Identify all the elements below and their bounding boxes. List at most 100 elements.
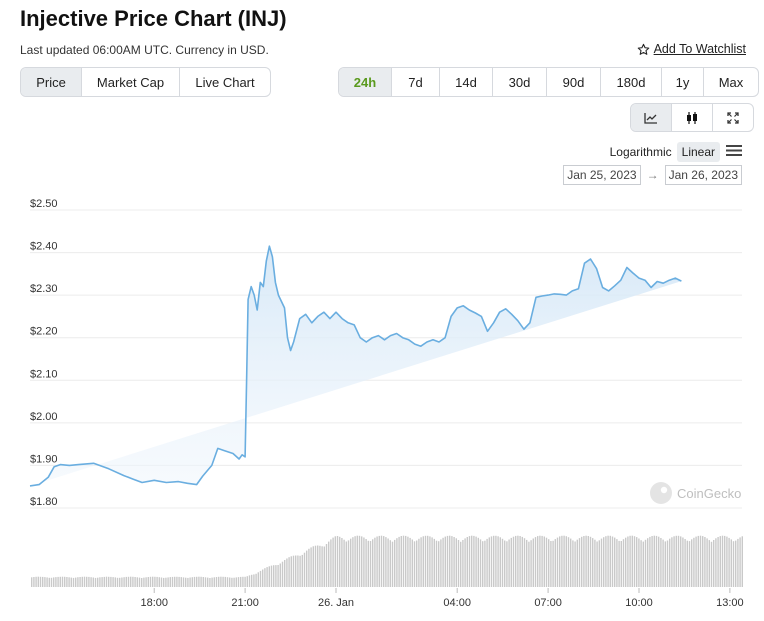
volume-bar xyxy=(682,537,684,587)
volume-bar xyxy=(347,540,350,587)
volume-bar xyxy=(521,536,523,587)
data-point xyxy=(358,336,362,340)
candlestick-view-button[interactable] xyxy=(671,104,712,131)
range-90d[interactable]: 90d xyxy=(546,68,600,96)
range-14d[interactable]: 14d xyxy=(439,68,492,96)
volume-bar xyxy=(99,577,101,587)
line-view-button[interactable] xyxy=(631,104,671,131)
price-chart[interactable]: $2.50 $2.40 $2.30 $2.20 $2.10 $2.00 $1.90 $1.80… xyxy=(0,195,764,621)
volume-bar xyxy=(398,536,400,587)
volume-bar xyxy=(534,537,537,587)
data-point xyxy=(589,257,593,261)
volume-bar xyxy=(420,537,422,587)
y-tick-label: $1.80 xyxy=(30,496,58,508)
volume-bar xyxy=(365,539,367,587)
add-to-watchlist-link[interactable]: Add To Watchlist xyxy=(637,42,746,56)
x-tick-label: 13:00 xyxy=(716,597,744,609)
data-point xyxy=(692,195,696,197)
volume-bar xyxy=(739,537,741,587)
volume-bar xyxy=(116,577,119,587)
data-point xyxy=(425,340,429,344)
tab-market-cap[interactable]: Market Cap xyxy=(81,68,179,96)
volume-bar xyxy=(83,576,86,587)
volume-bar xyxy=(411,539,413,587)
page-title: Injective Price Chart (INJ) xyxy=(20,6,287,31)
volume-bar xyxy=(563,535,565,587)
volume-bar xyxy=(427,535,429,587)
volume-bar xyxy=(517,535,519,587)
data-point xyxy=(131,477,135,481)
fullscreen-button[interactable] xyxy=(712,104,753,131)
range-30d[interactable]: 30d xyxy=(492,68,546,96)
volume-bar xyxy=(486,538,488,587)
y-tick-label: $2.30 xyxy=(30,283,58,295)
volume-bar xyxy=(493,535,495,587)
volume-bar xyxy=(605,536,607,587)
volume-bar xyxy=(530,540,532,587)
volume-bar xyxy=(708,540,710,587)
chart-menu-button[interactable] xyxy=(726,144,742,160)
volume-bar xyxy=(570,538,572,587)
volume-bar xyxy=(334,536,336,587)
volume-bar xyxy=(523,538,526,587)
volume-bar xyxy=(431,537,433,587)
volume-bar xyxy=(130,576,132,587)
linear-option[interactable]: Linear xyxy=(676,142,720,162)
volume-bar xyxy=(691,539,693,587)
volume-bar xyxy=(61,576,64,587)
volume-bar xyxy=(396,538,398,587)
range-24h[interactable]: 24h xyxy=(339,68,391,96)
data-point xyxy=(510,312,514,316)
date-from-input[interactable]: Jan 25, 2023 xyxy=(563,165,641,185)
data-point xyxy=(316,314,320,318)
volume-bar xyxy=(147,577,149,587)
volume-bar xyxy=(101,577,103,587)
volume-bar xyxy=(59,576,61,587)
volume-bar xyxy=(167,577,169,587)
volume-bar xyxy=(374,537,376,587)
date-to-input[interactable]: Jan 26, 2023 xyxy=(664,165,742,185)
volume-bar xyxy=(587,536,589,587)
volume-bar xyxy=(449,535,451,587)
volume-bar xyxy=(123,577,125,587)
hamburger-icon xyxy=(726,145,742,156)
volume-bar xyxy=(72,577,75,587)
volume-bar xyxy=(259,570,262,587)
volume-bar xyxy=(279,563,281,587)
volume-bar xyxy=(438,541,440,587)
range-7d[interactable]: 7d xyxy=(391,68,439,96)
volume-bar xyxy=(39,576,42,587)
volume-bar xyxy=(328,541,330,587)
data-point xyxy=(52,465,56,469)
volume-bar xyxy=(112,577,114,587)
volume-bar xyxy=(178,576,180,587)
volume-bar xyxy=(143,577,145,587)
volume-bar xyxy=(526,539,528,587)
volume-bar xyxy=(640,540,642,587)
data-point xyxy=(267,244,271,248)
data-point xyxy=(522,327,526,331)
volume-bar xyxy=(409,537,411,587)
data-point xyxy=(534,295,538,299)
volume-bar xyxy=(187,577,189,587)
data-point xyxy=(479,314,483,318)
range-max[interactable]: Max xyxy=(703,68,758,96)
data-point xyxy=(246,297,250,301)
volume-bar xyxy=(156,576,158,587)
tab-price[interactable]: Price xyxy=(21,68,81,96)
volume-bar xyxy=(515,535,517,587)
volume-bar xyxy=(495,535,497,587)
data-point xyxy=(107,467,111,471)
range-180d[interactable]: 180d xyxy=(600,68,661,96)
volume-bar xyxy=(169,577,171,587)
y-tick-label: $2.10 xyxy=(30,368,58,380)
range-1y[interactable]: 1y xyxy=(661,68,703,96)
volume-bar xyxy=(277,565,279,587)
tab-live-chart[interactable]: Live Chart xyxy=(179,68,270,96)
logarithmic-option[interactable]: Logarithmic xyxy=(609,145,672,159)
volume-bar xyxy=(625,537,627,587)
volume-bar xyxy=(191,577,193,587)
data-point xyxy=(261,285,265,289)
volume-bar xyxy=(462,540,464,587)
volume-bar xyxy=(394,539,396,587)
